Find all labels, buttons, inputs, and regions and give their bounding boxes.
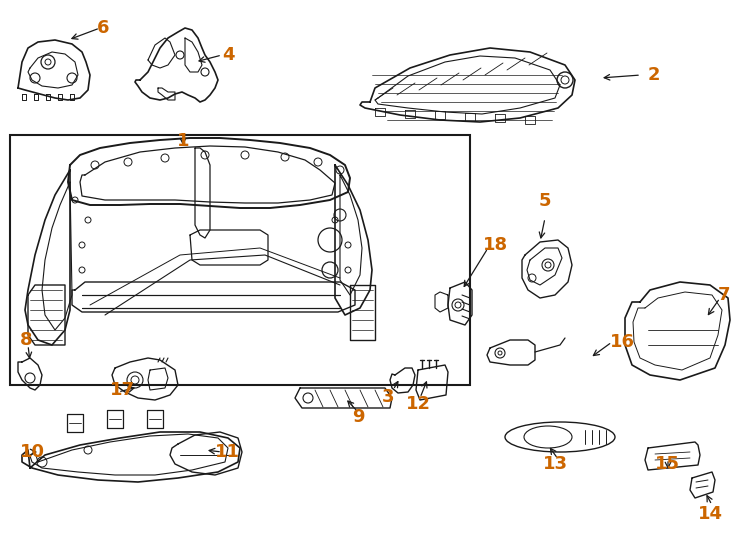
Text: 9: 9 — [352, 408, 364, 426]
Text: 10: 10 — [20, 443, 45, 461]
Text: 14: 14 — [697, 505, 722, 523]
Text: 18: 18 — [483, 236, 508, 254]
Text: 5: 5 — [539, 192, 551, 210]
Text: 4: 4 — [222, 46, 234, 64]
Text: 6: 6 — [97, 19, 109, 37]
Text: 13: 13 — [542, 455, 567, 473]
Text: 12: 12 — [405, 395, 431, 413]
Text: 11: 11 — [215, 443, 240, 461]
Text: 17: 17 — [110, 381, 135, 399]
Text: 1: 1 — [177, 132, 189, 150]
Text: 2: 2 — [648, 66, 661, 84]
Text: 8: 8 — [20, 331, 32, 349]
Ellipse shape — [505, 422, 615, 452]
Text: 15: 15 — [655, 455, 680, 473]
Text: 3: 3 — [382, 388, 394, 406]
Bar — [10, 135, 470, 385]
Text: 7: 7 — [718, 286, 730, 304]
Text: 16: 16 — [610, 333, 635, 351]
